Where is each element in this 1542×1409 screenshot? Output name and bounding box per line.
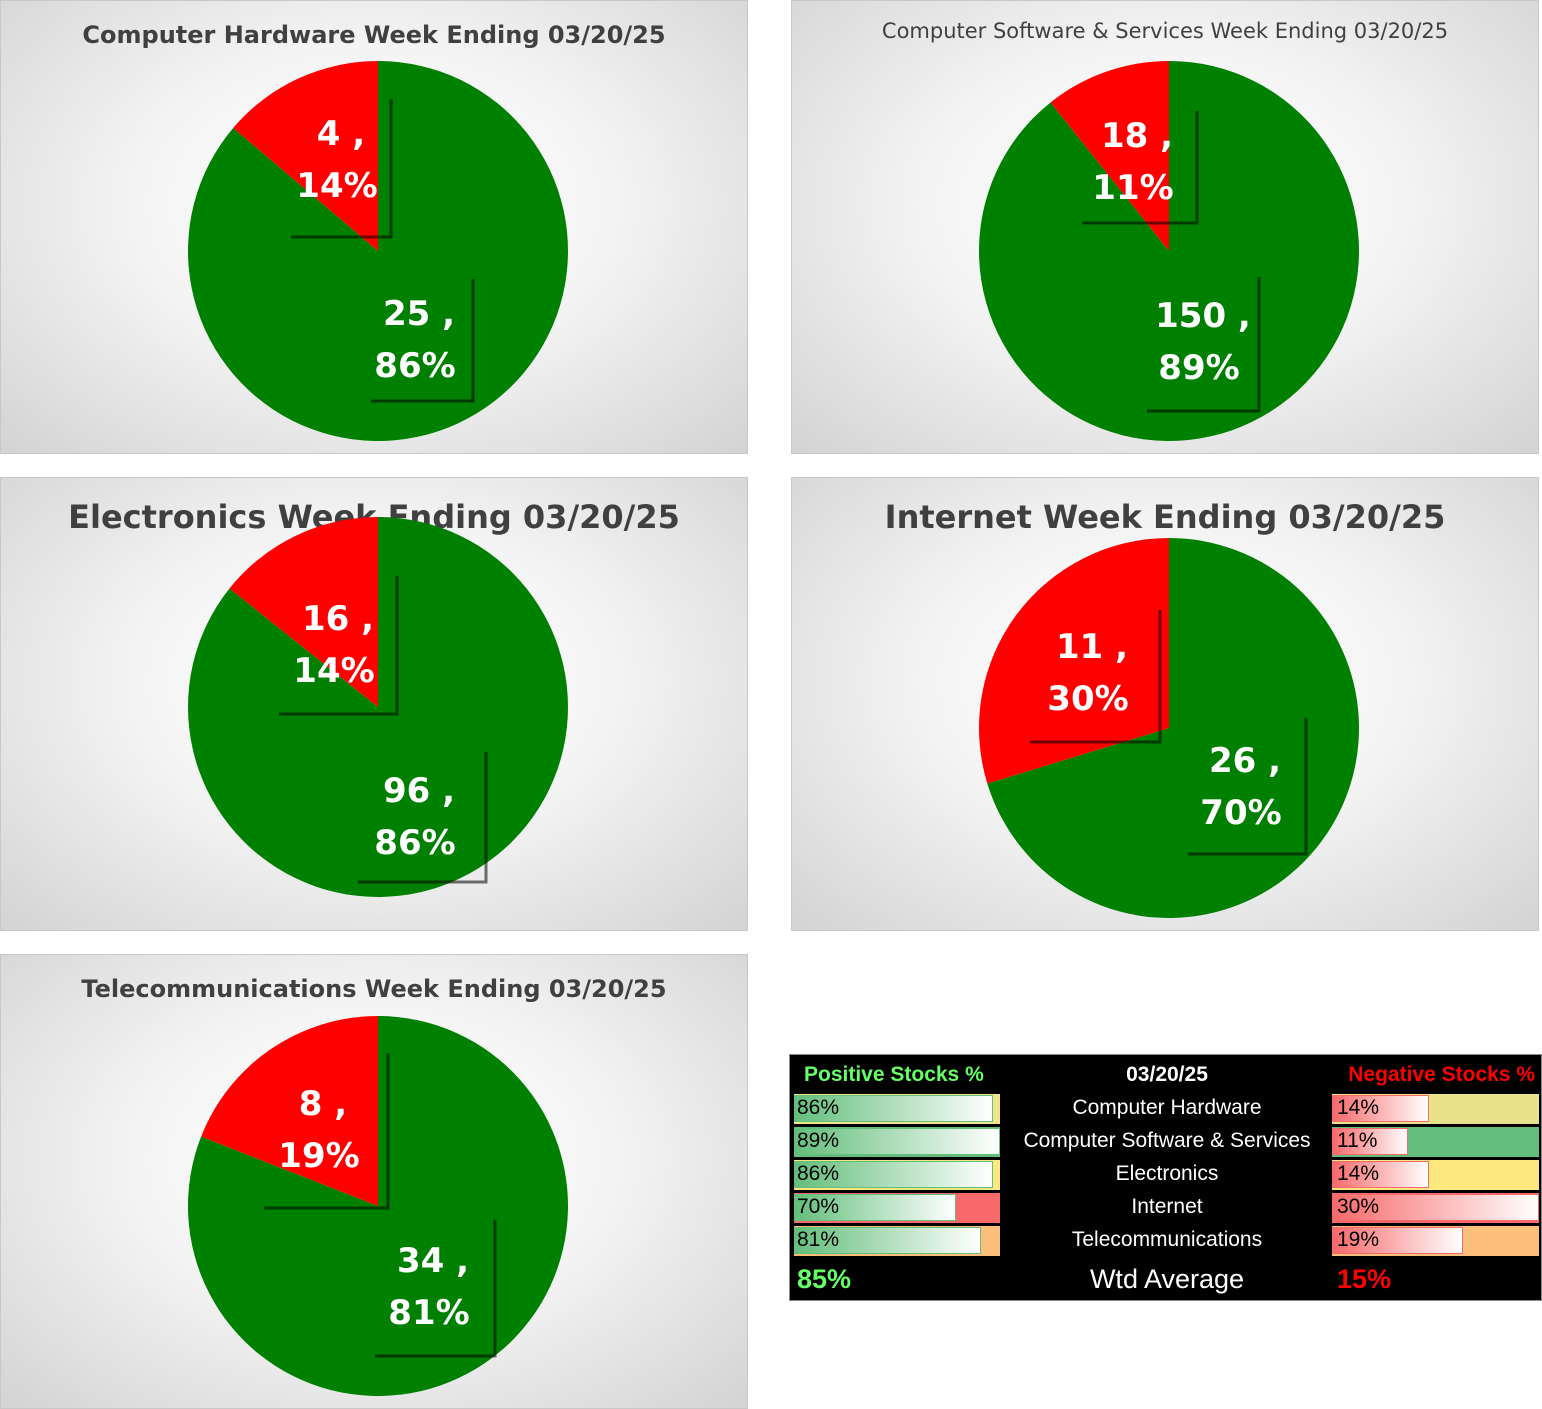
positive-percent: 81% [797,1228,840,1251]
pie-slice-positive [188,1016,569,1396]
header-date: 03/20/25 [1126,1063,1208,1086]
table-row: 86% Computer Hardware 14% [792,1093,1539,1124]
data-label-percent-negative: 11% [1092,168,1173,208]
negative-data-bar [1332,1194,1539,1221]
pie-slice-negative [1050,60,1169,251]
pie-slice-negative [979,538,1169,784]
positive-data-bar [794,1161,993,1188]
positive-percent: 70% [797,1195,840,1218]
data-label-percent-positive: 70% [1200,793,1281,833]
category-label: Electronics [1115,1162,1219,1185]
negative-percent: 14% [1337,1162,1380,1185]
data-label-percent-negative: 14% [296,166,377,206]
data-label-count-positive: 34 , [397,1241,469,1281]
label-box-positive [375,1220,497,1358]
pie-slice-negative [201,1016,378,1206]
positive-data-bar [794,1095,993,1122]
label-box-negative [264,1053,390,1210]
negative-data-bar [1332,1128,1408,1155]
pie-slice-positive [987,538,1359,918]
label-box-positive [358,752,488,884]
negative-data-bar [1332,1095,1429,1122]
footer-label: Wtd Average [1089,1264,1245,1294]
chart-title: Internet Week Ending 03/20/25 [884,498,1446,536]
positive-data-bar [794,1227,981,1254]
data-label-count-negative: 18 , [1101,116,1173,156]
pie-chart-internet: Internet Week Ending 03/20/25 11 , 30% 26 … [791,477,1539,931]
positive-data-bar [794,1194,956,1221]
data-label-percent-positive: 89% [1158,348,1239,388]
data-label-count-positive: 150 , [1155,296,1251,336]
data-label-count-positive: 25 , [383,294,455,334]
pie-chart-computer-hardware: Computer Hardware Week Ending 03/20/25 4… [0,0,748,454]
data-label-percent-negative: 19% [278,1136,359,1176]
label-box-negative [291,99,393,239]
category-label: Computer Hardware [1072,1096,1262,1119]
data-label-percent-positive: 86% [374,346,455,386]
positive-percent: 89% [797,1129,840,1152]
data-label-percent-positive: 86% [374,823,455,863]
chart-title: Computer Software & Services Week Ending… [881,19,1449,43]
header-positive: Positive Stocks % [804,1063,984,1086]
data-label-percent-negative: 14% [293,651,374,691]
negative-percent: 11% [1337,1129,1378,1152]
negative-data-bar [1332,1161,1429,1188]
chart-title: Computer Hardware Week Ending 03/20/25 [82,21,666,49]
negative-data-bar [1332,1227,1463,1254]
negative-percent: 14% [1337,1096,1380,1119]
pie-svg: 8 , 19% 34 , 81% [188,1016,569,1396]
pie-chart-electronics: Electronics Week Ending 03/20/25 16 , 14%… [0,477,748,931]
data-label-count-negative: 16 , [302,599,374,639]
table-row: 70% Internet 30% [792,1192,1539,1223]
label-box-negative [1030,610,1162,744]
pie-chart-telecommunications: Telecommunications Week Ending 03/20/25 … [0,954,748,1409]
pie-slice-positive [979,61,1359,441]
data-label-percent-negative: 30% [1047,679,1128,719]
category-label: Internet [1131,1195,1203,1218]
data-label-count-negative: 8 , [299,1084,347,1124]
pie-chart-computer-software-services: Computer Software & Services Week Ending… [791,0,1539,454]
data-label-count-negative: 11 , [1056,627,1128,667]
table-row: 81% Telecommunications 19% [792,1225,1539,1256]
data-label-count-positive: 26 , [1209,741,1281,781]
footer-positive: 85% [797,1264,852,1294]
pie-svg: 18 , 11% 150 , 89% [979,60,1359,441]
category-label: Telecommunications [1071,1228,1263,1251]
positive-percent: 86% [797,1096,840,1119]
pie-slice-positive [187,517,568,897]
negative-percent: 19% [1337,1228,1380,1251]
table-row: 89% Computer Software & Services 11% [792,1126,1539,1157]
label-box-negative [279,576,399,716]
positive-percent: 86% [797,1162,840,1185]
label-box-positive [1188,718,1308,856]
pie-svg: 11 , 30% 26 , 70% [979,538,1359,918]
pie-svg: 4 , 14% 25 , 86% [188,61,569,441]
table-row: 86% Electronics 14% [792,1159,1539,1190]
data-label-count-negative: 4 , [317,114,365,154]
pie-svg: 16 , 14% 96 , 86% [187,517,568,897]
data-label-percent-positive: 81% [388,1293,469,1333]
pie-slice-negative [233,61,378,251]
data-label-count-positive: 96 , [383,771,455,811]
positive-data-bar [794,1128,1000,1155]
label-box-positive [371,279,475,403]
summary-table: Positive Stocks % 03/20/25 Negative Stoc… [789,1054,1542,1301]
chart-title: Telecommunications Week Ending 03/20/25 [81,975,667,1003]
header-negative: Negative Stocks % [1348,1063,1535,1086]
label-box-negative [1082,111,1199,225]
footer-negative: 15% [1337,1264,1392,1294]
category-label: Computer Software & Services [1023,1129,1311,1152]
label-box-positive [1147,277,1261,413]
negative-percent: 30% [1337,1195,1380,1218]
pie-slice-negative [229,517,378,707]
